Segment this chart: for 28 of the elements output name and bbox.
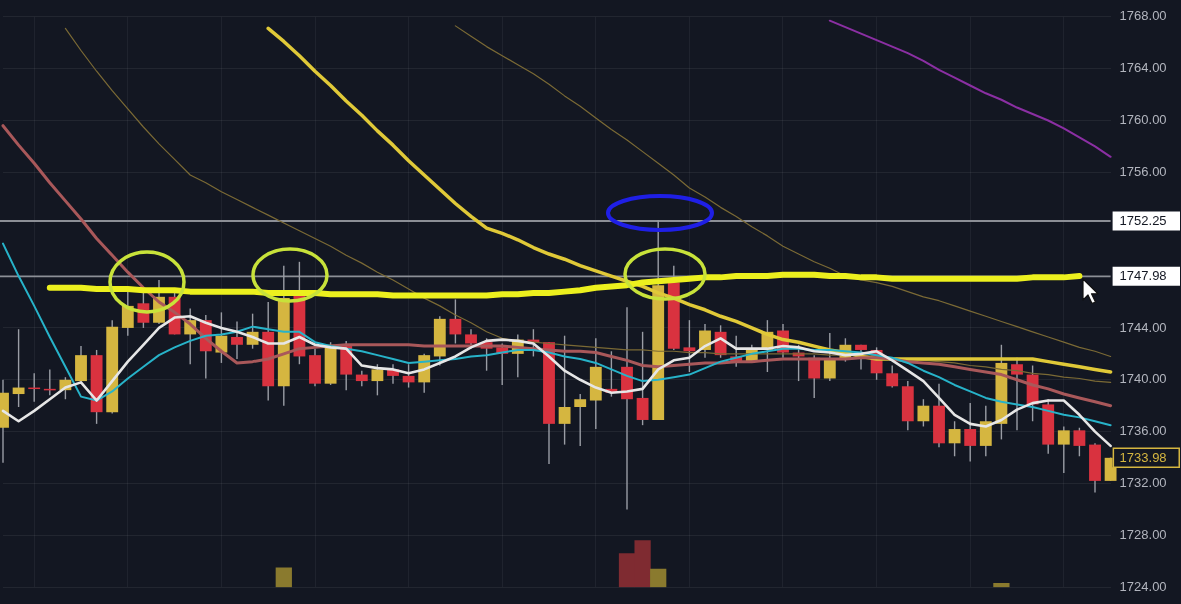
y-tick-label: 1732.00 [1119,475,1167,491]
candlestick [558,335,571,446]
candlestick [12,328,25,408]
y-tick-label: 1768.00 [1119,8,1167,24]
candlestick [964,402,977,463]
candlestick [449,298,462,345]
candlestick [917,398,930,428]
ref-line-label: 1747.98 [1119,268,1167,284]
candlestick [683,319,696,373]
y-tick-label: 1744.00 [1119,319,1167,335]
candlestick [1057,425,1070,474]
candlestick [886,364,899,389]
candlestick [574,393,587,447]
candlestick [1073,427,1086,457]
y-tick-label: 1756.00 [1119,163,1167,179]
y-tick-label: 1736.00 [1119,423,1167,439]
text: 1733.98 [1119,449,1167,465]
y-tick-label: 1728.00 [1119,526,1167,542]
candlestick [231,320,243,360]
y-tick-label: 1740.00 [1119,371,1167,387]
candlestick [371,363,384,397]
candlestick [948,420,961,457]
ref-line-label: 1752.25 [1119,213,1167,229]
y-tick-label: 1764.00 [1119,60,1167,76]
candlestick [402,363,415,389]
candlestick [636,331,649,426]
y-tick-label: 1760.00 [1119,112,1167,128]
y-tick-label: 1724.00 [1119,578,1167,594]
